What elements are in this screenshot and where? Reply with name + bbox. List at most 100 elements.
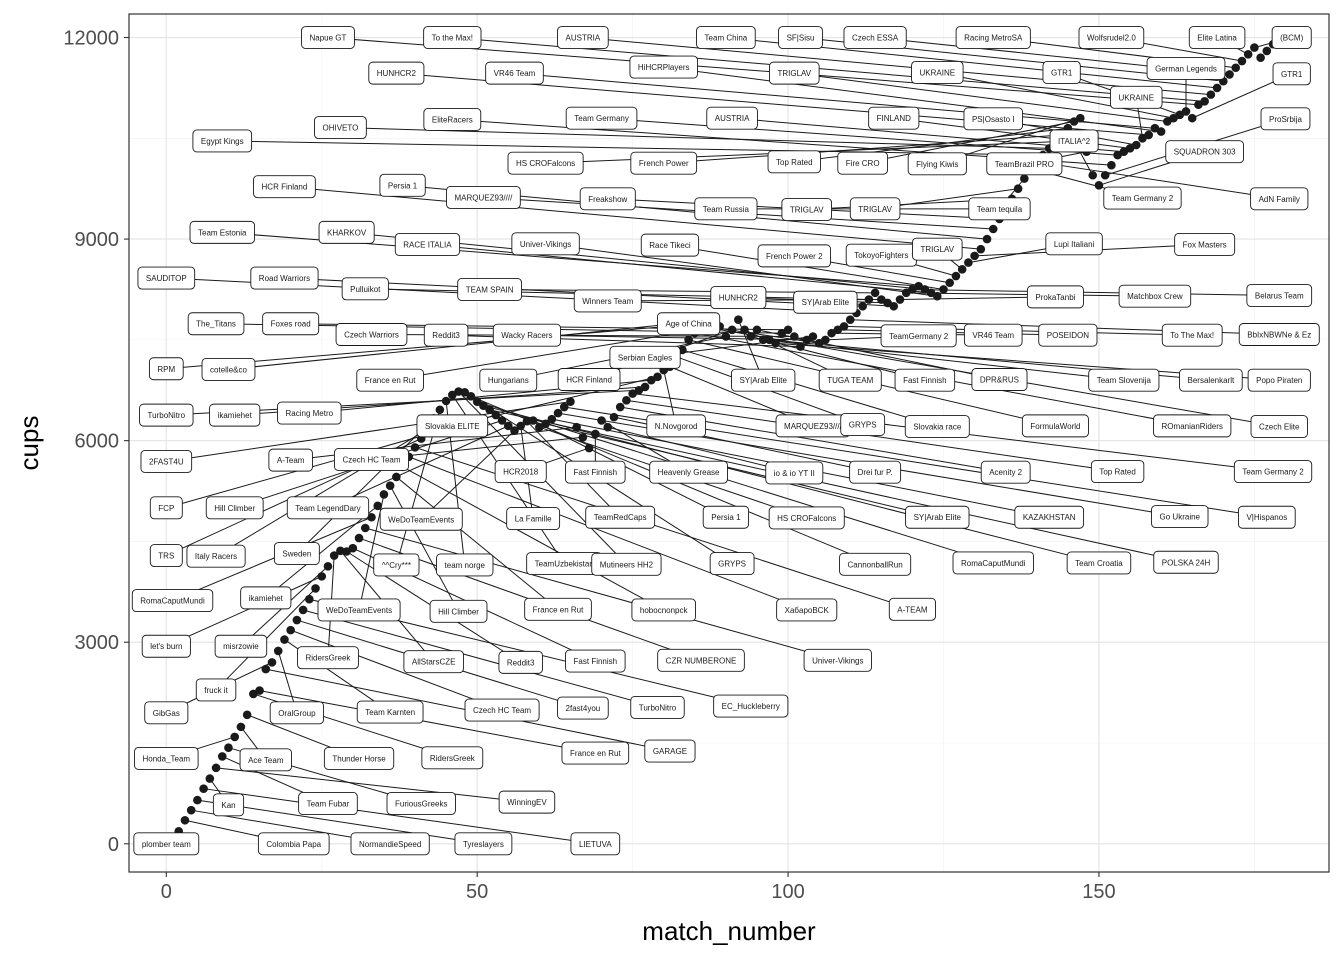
point-label: fruck it xyxy=(195,678,237,702)
point-label-text: HCR Finland xyxy=(566,376,612,385)
point-label-box xyxy=(557,26,609,49)
data-point xyxy=(435,405,445,415)
point-label-text: RACE ITALIA xyxy=(403,240,452,249)
point-label: Univer-Vikings xyxy=(511,232,580,256)
point-label-box xyxy=(403,650,464,674)
leader-line xyxy=(489,409,1187,563)
point-label-box xyxy=(421,746,484,770)
data-point xyxy=(1256,53,1265,62)
point-label-text: Czech Elite xyxy=(1259,423,1300,432)
point-label: Kan xyxy=(212,793,245,817)
data-point xyxy=(1100,170,1110,180)
point-label: Fox Masters xyxy=(1174,233,1236,256)
point-label-box xyxy=(446,185,521,209)
data-point xyxy=(472,397,482,406)
point-label: POLSKA 24H xyxy=(1153,550,1219,574)
data-point xyxy=(1212,83,1222,93)
point-label-box xyxy=(894,368,956,392)
point-label-text: Czech ESSA xyxy=(852,34,899,43)
point-label-text: Kan xyxy=(221,801,235,810)
point-label-box xyxy=(149,544,183,567)
point-label: The_Titans xyxy=(187,312,245,336)
point-label-box xyxy=(373,553,420,577)
data-point xyxy=(547,414,557,424)
x-tick-label: 100 xyxy=(771,881,804,903)
point-label-box xyxy=(323,747,395,770)
point-label-text: UKRAINE xyxy=(920,68,956,77)
point-label-box xyxy=(986,152,1063,176)
leader-line xyxy=(302,609,658,708)
point-label-text: AdN Family xyxy=(1259,195,1300,204)
point-label: HUNHCR2 xyxy=(368,61,425,85)
point-label-box xyxy=(209,403,261,427)
point-label-box xyxy=(868,106,920,130)
data-point xyxy=(783,325,793,335)
data-point xyxy=(553,408,563,418)
leader-line xyxy=(862,121,1075,164)
data-point xyxy=(839,322,849,331)
point-label-text: SQUADRON 303 xyxy=(1174,148,1236,157)
leader-line xyxy=(259,690,596,754)
point-label: GibGas xyxy=(144,701,189,725)
point-label: FormulaWorld xyxy=(1021,414,1089,438)
point-label-box xyxy=(479,368,538,392)
point-label: TRIGLAV xyxy=(849,197,901,221)
data-point xyxy=(1013,184,1023,193)
data-point xyxy=(323,561,333,571)
point-label-box xyxy=(1250,187,1309,211)
point-label: Czech Warriors xyxy=(335,323,408,346)
point-label-text: Go Ukraine xyxy=(1160,513,1201,522)
point-label-box xyxy=(1038,323,1098,347)
data-point xyxy=(858,301,867,311)
data-point xyxy=(491,410,501,420)
point-label-box xyxy=(1237,505,1296,529)
point-label: France en Rut xyxy=(524,597,592,621)
point-label-text: misrzowie xyxy=(223,642,259,651)
leader-line xyxy=(327,425,509,509)
point-label-text: Team Germany xyxy=(574,114,629,123)
point-label: Go Ukraine xyxy=(1151,505,1209,529)
point-label-text: DPR&RUS xyxy=(980,376,1019,385)
point-label-box xyxy=(696,26,756,49)
point-label: Persia 1 xyxy=(379,173,426,197)
data-point xyxy=(808,332,818,341)
point-label-box xyxy=(1250,415,1308,438)
point-label: Czech HC Team xyxy=(464,698,540,722)
point-label: French Power 2 xyxy=(757,244,831,268)
point-label-box xyxy=(492,323,562,347)
point-label: Winners Team xyxy=(573,289,642,313)
point-label: Mutineers HH2 xyxy=(591,552,662,576)
point-label-text: France en Rut xyxy=(533,605,584,614)
data-point xyxy=(354,533,364,543)
point-label: Wolfsrudel2.0 xyxy=(1078,26,1145,49)
point-label-text: Team Karnten xyxy=(365,708,415,717)
data-point xyxy=(1181,107,1191,116)
point-label: Fast Finnish xyxy=(894,368,956,392)
data-point xyxy=(789,332,799,341)
point-label: TokoyoFighters xyxy=(845,243,917,267)
point-label-box xyxy=(429,599,488,623)
data-point xyxy=(1156,127,1166,136)
data-point xyxy=(982,234,992,244)
point-label-text: France en Rut xyxy=(365,376,416,385)
point-label: DPR&RUS xyxy=(971,368,1028,391)
point-label-text: SY|Arab Elite xyxy=(802,298,850,307)
point-label-box xyxy=(1161,323,1223,347)
point-label: NormandieSpeed xyxy=(350,832,430,856)
point-label-text: WinningEV xyxy=(507,798,547,807)
point-label: RomaCaputMundi xyxy=(131,589,214,613)
point-label: POSEIDON xyxy=(1038,323,1098,347)
point-label: Racing MetroSA xyxy=(955,26,1031,49)
point-label-text: MARQUEZ93//// xyxy=(784,422,843,431)
point-label-box xyxy=(609,345,681,369)
point-label: MARQUEZ93//// xyxy=(775,414,851,438)
y-axis: 0 3000 6000 9000 12000 xyxy=(63,28,129,856)
point-label-box xyxy=(212,793,245,817)
leader-line xyxy=(365,527,838,661)
point-label-text: Lupi Italiani xyxy=(1054,240,1095,249)
point-label-box xyxy=(273,542,320,565)
y-tick-label: 3000 xyxy=(75,632,120,654)
point-label-text: Team Croatia xyxy=(1075,559,1123,568)
data-point xyxy=(392,472,401,482)
point-label: Team Croatia xyxy=(1066,551,1132,575)
